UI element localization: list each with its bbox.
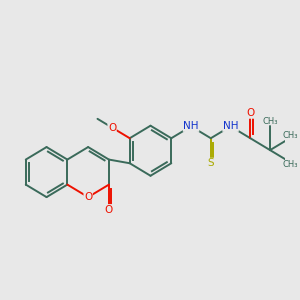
Text: CH₃: CH₃ xyxy=(283,160,298,169)
Text: NH: NH xyxy=(223,121,238,131)
Text: O: O xyxy=(246,108,254,118)
Text: O: O xyxy=(84,192,92,202)
Text: O: O xyxy=(105,205,113,214)
Text: NH: NH xyxy=(183,121,199,131)
Text: CH₃: CH₃ xyxy=(262,117,278,126)
Text: S: S xyxy=(208,158,214,168)
Text: O: O xyxy=(108,123,116,133)
Text: CH₃: CH₃ xyxy=(283,131,298,140)
